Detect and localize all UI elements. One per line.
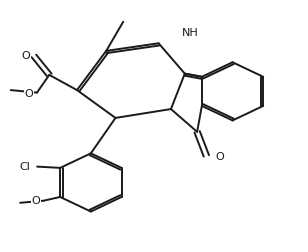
Text: O: O [22, 50, 30, 60]
Text: Cl: Cl [19, 162, 30, 171]
Text: NH: NH [182, 28, 198, 38]
Text: O: O [25, 89, 33, 99]
Text: O: O [31, 195, 40, 205]
Text: O: O [216, 151, 224, 161]
